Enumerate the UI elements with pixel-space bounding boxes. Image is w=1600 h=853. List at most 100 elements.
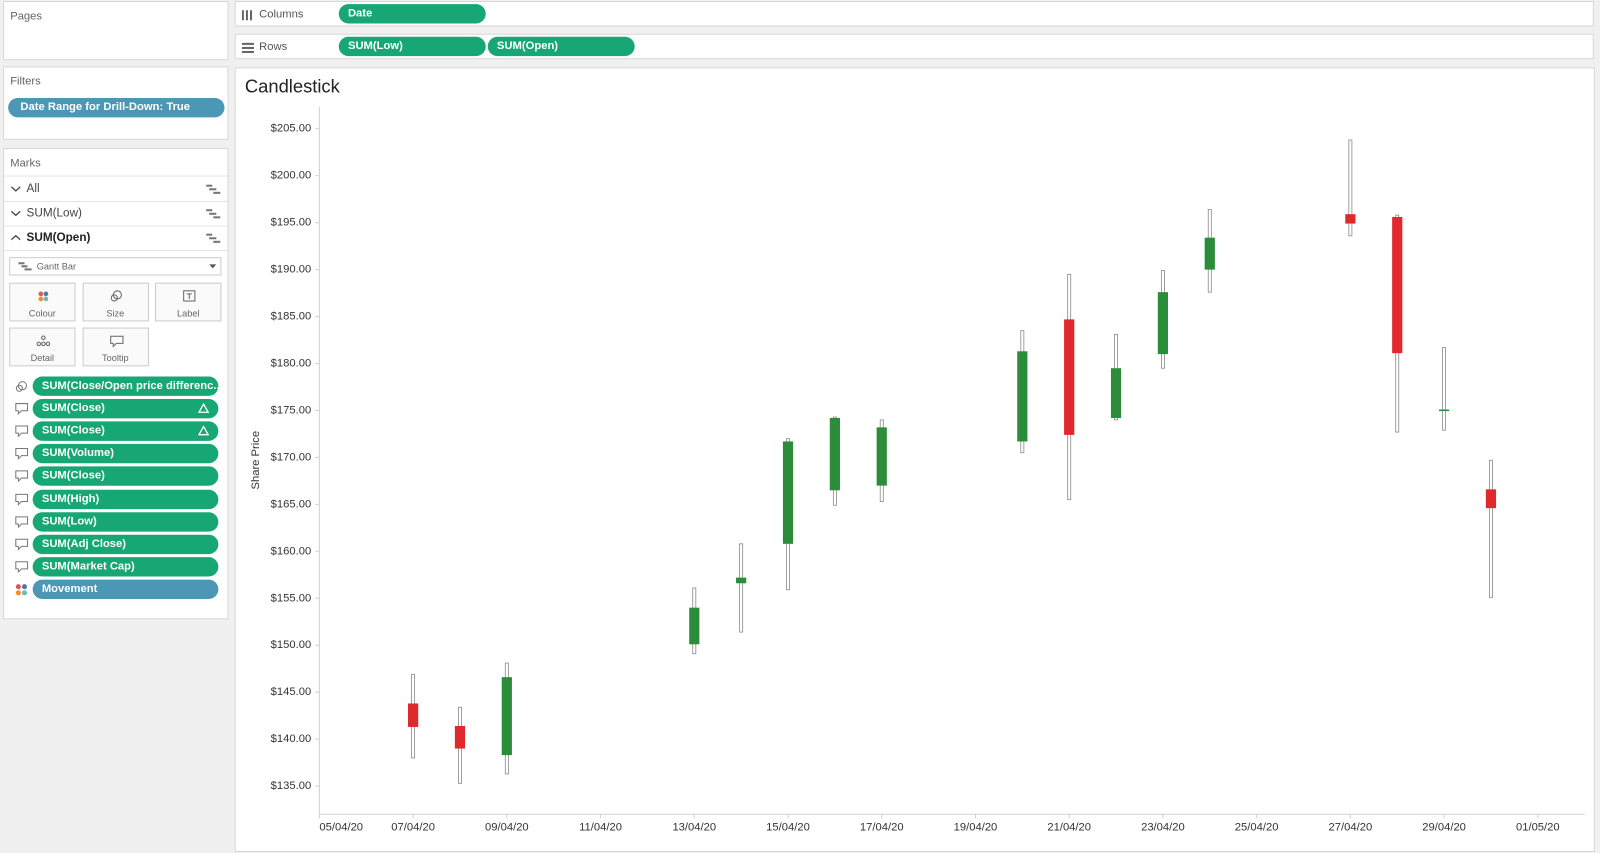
candle-body [689,607,700,645]
layer-icon [206,233,221,243]
candle-wick [1489,459,1493,598]
layer-icon [206,208,221,218]
y-tick-label: $135.00 [271,780,312,792]
x-tick-label: 13/04/20 [672,822,716,834]
pill-icon-glyph [15,538,29,551]
pill-text: Movement [41,582,98,595]
pill-text: SUM(Close) [41,469,105,483]
pill-icon-glyph [15,493,29,506]
row-pill[interactable]: SUM(Low) [338,36,486,57]
y-tick-label: $155.00 [271,592,312,604]
rows-icon [241,42,255,54]
card-label: Tooltip [102,353,129,364]
pages-panel: Pages [3,1,229,61]
pill-icon [14,537,29,551]
marks-pill[interactable]: SUM(Close) [32,466,219,487]
y-tick-label: $160.00 [271,545,312,557]
card-label: Size [106,308,125,319]
card-label: Colour [28,308,56,319]
y-tick-label: $200.00 [271,170,312,182]
marks-pill[interactable]: Movement [32,579,219,599]
marks-pill[interactable]: SUM(High) [32,489,219,509]
x-tick-label: 09/04/20 [485,822,529,834]
candle-body [782,441,794,544]
card-label: Label [177,308,200,319]
candle-body [829,417,840,491]
y-tick-label: $185.00 [271,311,312,323]
pill-icon-glyph [15,470,29,483]
candle-body [454,726,466,749]
marks-pill[interactable]: SUM(Close/Open price differenc.. [32,376,219,396]
chart-title: Candlestick [245,76,341,97]
y-tick-label: $170.00 [271,451,312,463]
pill-icon-glyph [15,584,28,596]
chart: Candlestick Share Price $135.00 $140.00 $1… [245,76,1585,834]
x-tick-label: 17/04/20 [860,822,904,834]
dropdown-arrow [209,264,217,269]
pill-icon [14,380,29,394]
layer-name: All [26,182,40,195]
candle-wick [1348,139,1353,237]
marks-layer[interactable]: All [4,175,228,203]
filter-pill[interactable]: Date Range for Drill-Down: True [8,97,225,118]
y-axis-title: Share Price [250,431,262,490]
layer-name: SUM(Open) [26,231,91,244]
candle-body [408,703,419,727]
pill-icon [14,470,29,484]
layer-icon [206,184,221,194]
marks-card[interactable]: Detail [9,327,76,367]
marks-card[interactable]: Colour [9,282,76,322]
panel-title: Marks [10,157,41,170]
marks-card[interactable]: Label [155,282,222,322]
row-pill[interactable]: SUM(Open) [487,36,635,57]
chevron [11,186,21,192]
marks-pill[interactable]: SUM(Adj Close) [32,534,219,554]
column-pill[interactable]: Date [338,4,486,24]
pill-text: SUM(Close/Open price differenc.. [41,379,219,392]
layer-name: SUM(Low) [26,206,82,219]
marks-layer[interactable]: SUM(Open) [4,226,228,252]
pill-text: SUM(Market Cap) [41,559,135,573]
panel-title: Filters [10,75,41,88]
marks-pill[interactable]: SUM(Low) [32,511,219,532]
candle-body [736,577,747,584]
x-tick-label: 19/04/20 [954,822,998,834]
marks-pill[interactable]: SUM(Volume) [32,444,219,464]
y-tick-label: $140.00 [271,733,312,745]
delta-icon [197,425,210,436]
candle-body [1110,368,1122,418]
filters-panel: Filters Date Range for Drill-Down: True [3,66,229,140]
columns-icon [241,10,253,21]
card-icon [38,291,49,302]
marks-pill[interactable]: SUM(Close) [32,399,219,419]
marks-pill[interactable]: SUM(Market Cap) [32,556,219,577]
rows-shelf: Rows SUM(Low) SUM(Open) [234,33,1594,60]
pill-icon-glyph [15,515,29,528]
pill-text: SUM(Adj Close) [41,537,127,550]
candle-body [501,677,512,756]
candle-body [1345,214,1356,224]
x-tick-label: 07/04/20 [391,822,435,834]
marks-pill[interactable]: SUM(Close) [32,421,219,442]
pill-text: SUM(Low) [41,514,97,528]
pill-icon [14,447,29,461]
pill-text: SUM(High) [41,492,100,505]
marks-card[interactable]: Size [82,282,149,322]
y-tick-label: $150.00 [271,639,312,651]
marks-layer[interactable]: SUM(Low) [4,201,228,227]
candle-body [876,427,887,486]
y-tick-label: $165.00 [271,498,312,510]
y-tick-label: $180.00 [271,357,312,369]
x-tick-label: 01/05/20 [1516,822,1560,834]
x-tick-label: 21/04/20 [1047,822,1091,834]
delta-icon [197,403,210,414]
chevron [11,234,21,241]
candle-wick [1442,347,1447,431]
gantt-icon [18,262,32,271]
chart-panel: Candlestick Share Price $135.00 $140.00 $1… [234,67,1595,853]
marks-card[interactable]: Tooltip [82,327,149,367]
mark-type-dropdown[interactable]: Gantt Bar [9,257,222,276]
x-tick-label: 29/04/20 [1422,822,1466,834]
